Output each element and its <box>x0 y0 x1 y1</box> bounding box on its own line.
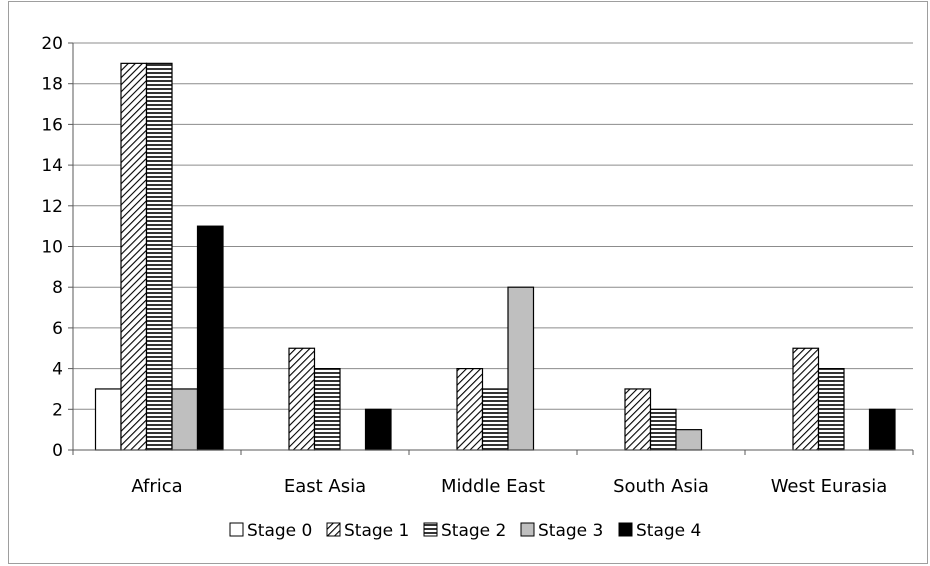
legend-swatch <box>618 522 633 537</box>
legend-label: Stage 0 <box>247 521 312 541</box>
x-axis-category-labels: Africa East Asia Middle East South Asia West… <box>131 476 887 497</box>
legend-label: Stage 2 <box>441 521 506 541</box>
bar-stage-3-south-asia <box>675 429 703 451</box>
legend-label: Stage 4 <box>636 521 701 541</box>
y-tick-label: 0 <box>52 441 63 461</box>
y-tick-label: 10 <box>41 238 63 258</box>
bar-stage-4-east-asia <box>364 408 392 451</box>
y-axis-tick-labels: 0 2 4 6 8 10 12 14 16 18 20 <box>41 34 63 461</box>
y-tick-label: 14 <box>41 156 63 176</box>
legend-swatch <box>520 522 535 537</box>
x-category-label: West Eurasia <box>771 476 888 497</box>
y-tick-label: 16 <box>41 115 63 135</box>
legend-swatch <box>423 522 438 537</box>
legend: Stage 0 Stage 1 Stage 2 Stage 3 Stage 4 <box>229 521 701 541</box>
axes <box>72 43 913 451</box>
x-category-label: South Asia <box>613 476 709 497</box>
y-tick-label: 12 <box>41 197 63 217</box>
bar-stage-2-middle-east <box>481 388 509 451</box>
bar-stage-1-middle-east <box>456 368 484 451</box>
x-category-label: East Asia <box>284 476 366 497</box>
x-category-label: Middle East <box>441 476 545 497</box>
bar-stage-0-africa <box>94 388 122 451</box>
legend-label: Stage 3 <box>538 521 603 541</box>
x-category-label: Africa <box>131 476 182 497</box>
bar-stage-2-east-asia <box>313 368 341 451</box>
legend-swatch <box>229 522 244 537</box>
bar-stage-2-africa <box>145 62 173 451</box>
y-tick-label: 20 <box>41 34 63 54</box>
bar-stage-1-east-asia <box>288 347 316 451</box>
bar-stage-1-africa <box>120 62 148 451</box>
legend-swatch <box>326 522 341 537</box>
legend-label: Stage 1 <box>344 521 409 541</box>
y-tick-label: 2 <box>52 400 63 420</box>
bar-stage-3-middle-east <box>507 286 535 451</box>
bar-stage-3-africa <box>171 388 199 451</box>
bar-stage-1-south-asia <box>624 388 652 451</box>
bar-stage-1-west-eurasia <box>792 347 820 451</box>
bar-stage-2-south-asia <box>649 408 677 451</box>
bar-stage-4-africa <box>196 225 224 451</box>
y-tick-label: 6 <box>52 319 63 339</box>
y-tick-label: 8 <box>52 278 63 298</box>
y-tick-label: 18 <box>41 75 63 95</box>
y-tick-label: 4 <box>52 360 63 380</box>
bar-stage-2-west-eurasia <box>817 368 845 451</box>
bar-stage-4-west-eurasia <box>868 408 896 451</box>
bars <box>94 62 896 451</box>
